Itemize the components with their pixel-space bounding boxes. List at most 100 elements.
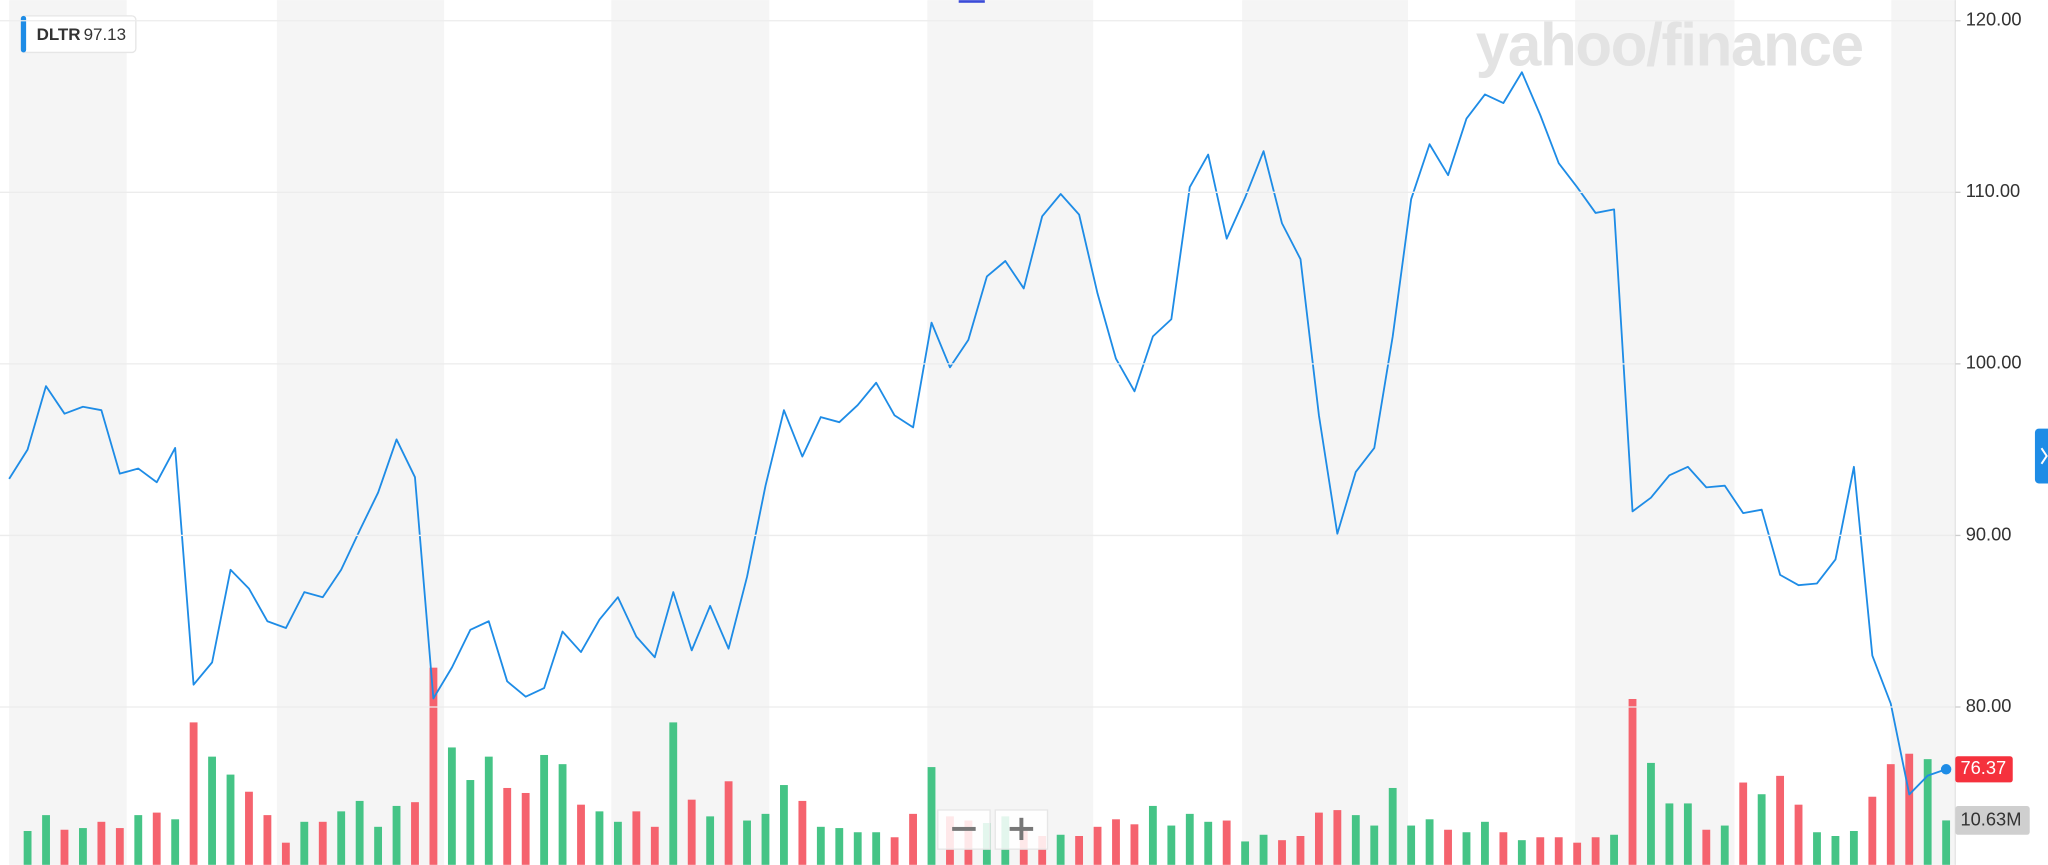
volume-bar	[1923, 759, 1932, 865]
month-band	[9, 0, 127, 865]
volume-bar	[577, 804, 585, 865]
volume-bar	[79, 828, 87, 865]
zoom-controls	[937, 809, 1049, 850]
volume-bar	[1388, 787, 1397, 865]
volume-bar	[1683, 803, 1692, 865]
volume-bar	[97, 821, 106, 865]
volume-bar	[1665, 803, 1674, 865]
price-tag: 76.37	[1960, 757, 2006, 778]
legend-badge: DLTR 97.13	[20, 15, 137, 54]
volume-bar	[706, 816, 715, 865]
volume-bar	[1351, 815, 1360, 865]
volume-bar	[650, 826, 659, 865]
month-bands	[9, 0, 1956, 865]
volume-bar	[1776, 775, 1785, 865]
volume-bar	[613, 821, 622, 865]
volume-bar	[1813, 832, 1821, 865]
volume-bar	[890, 837, 899, 865]
volume-bar	[374, 826, 383, 865]
volume-bar	[1499, 832, 1508, 865]
volume-bar	[595, 811, 604, 865]
volume-bar	[1886, 764, 1895, 865]
volume-bar	[115, 828, 124, 865]
volume-bar	[1148, 805, 1157, 865]
volume-bar	[1739, 782, 1748, 865]
volume-bar	[429, 667, 438, 865]
volume-tag-box	[1955, 806, 2030, 835]
volume-bar	[208, 756, 216, 865]
price-line	[8, 71, 1947, 796]
volume-bar	[23, 830, 32, 865]
marks	[8, 71, 1952, 865]
volume-bar	[1831, 836, 1840, 865]
volume-bar	[318, 821, 327, 865]
month-band	[1891, 0, 1956, 865]
volume-bar	[1554, 837, 1563, 865]
volume-bar	[447, 747, 456, 865]
volume-bar	[1647, 762, 1655, 865]
volume-bar	[835, 828, 844, 865]
volume-bar	[1462, 832, 1471, 865]
month-band	[1242, 0, 1408, 865]
volume-bar	[1610, 834, 1618, 865]
last-point	[1940, 764, 1952, 775]
month-band	[276, 0, 445, 865]
volume-bar	[1112, 819, 1120, 865]
volume-bar	[1167, 825, 1176, 865]
volume-bar	[1056, 834, 1065, 865]
volume-bar	[411, 802, 419, 865]
y-tick-label: 120.00	[1966, 9, 2022, 30]
ticker: DLTR	[37, 25, 81, 44]
volume-bar	[1038, 836, 1047, 865]
volume-bar	[1628, 698, 1637, 865]
volume-bar	[1204, 821, 1213, 865]
volume-bar	[780, 785, 788, 865]
volume-bar	[337, 811, 346, 865]
y-tick-label: 100.00	[1966, 352, 2022, 373]
side-tab[interactable]	[2034, 428, 2048, 484]
top-marker	[958, 0, 985, 3]
volume-bar	[189, 722, 198, 865]
volume-bar	[540, 754, 549, 865]
side-tab-arrow	[2040, 447, 2048, 465]
volume-bar	[687, 799, 696, 865]
watermark: yahoo/finance	[1476, 12, 1863, 79]
month-band	[927, 0, 1094, 865]
volume-bar	[1573, 842, 1582, 865]
volume-bar	[300, 821, 309, 865]
volume-bar	[1259, 834, 1268, 865]
volume-bar	[1425, 819, 1434, 865]
volume-bar	[263, 815, 272, 865]
volume-bar	[1720, 825, 1729, 865]
volume-bar	[1222, 820, 1231, 865]
volume-bar	[1241, 841, 1250, 865]
volume-bar	[1075, 836, 1084, 865]
volume-bar	[1942, 820, 1951, 865]
y-tick-label: 90.00	[1966, 523, 2012, 544]
y-tick-label: 80.00	[1966, 695, 2012, 716]
volume-bar	[1130, 824, 1139, 865]
volume-bar	[226, 774, 235, 865]
volume-bar	[632, 811, 641, 865]
volume-bar	[281, 842, 290, 865]
volume-bar	[927, 767, 936, 865]
side-tab-box[interactable]	[2034, 428, 2048, 484]
volume-bar	[1278, 840, 1286, 865]
volume-bar	[171, 819, 180, 865]
volume-bar	[1905, 753, 1914, 865]
volume-bar	[503, 787, 512, 865]
volume-bar	[669, 722, 678, 865]
volume-bar	[1536, 837, 1545, 865]
price-tag-box	[1955, 756, 2013, 783]
volume-tag: 10.63M	[1960, 808, 2021, 829]
volume-bar	[1407, 825, 1416, 865]
volume-bar	[853, 832, 862, 865]
volume-bar	[60, 829, 69, 865]
volume-bar	[1517, 840, 1526, 865]
minus-icon	[952, 826, 976, 831]
volume-bar	[743, 820, 751, 865]
volume-bar	[724, 781, 733, 865]
volume-bar	[1702, 829, 1711, 865]
volume-bar	[1333, 810, 1342, 865]
